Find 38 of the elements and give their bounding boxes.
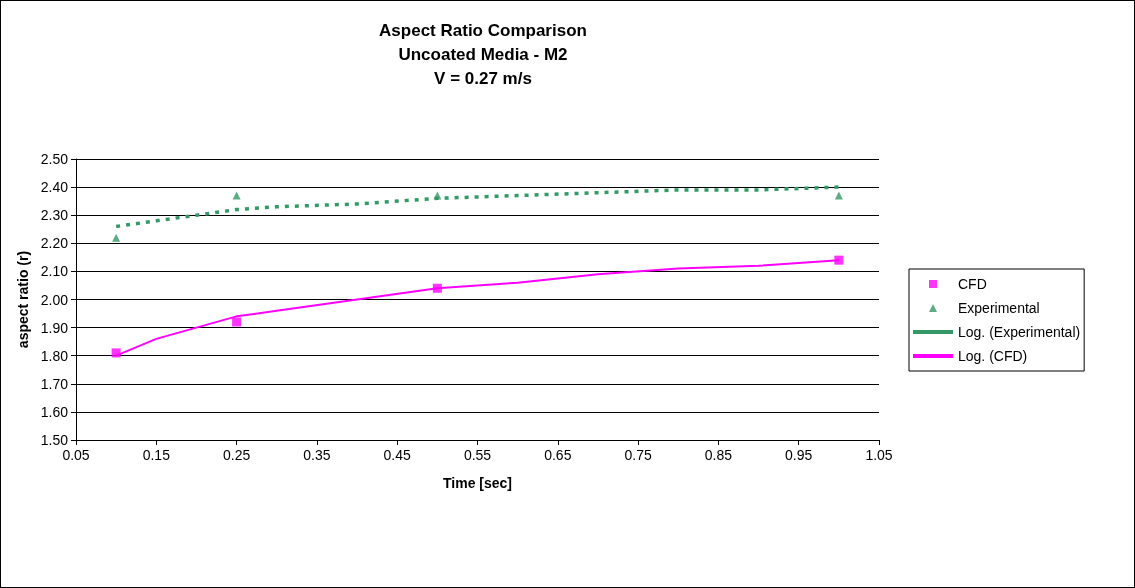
x-axis-title: Time [sec] <box>443 475 512 491</box>
y-tick-label: 2.20 <box>40 235 69 252</box>
x-tick-label: 0.85 <box>704 447 733 463</box>
y-tick-label: 2.00 <box>40 291 69 308</box>
y-tick-label: 2.40 <box>40 179 69 196</box>
point <box>834 191 843 200</box>
x-tick-label: 0.95 <box>785 447 813 463</box>
point <box>834 255 844 265</box>
point <box>232 317 242 327</box>
x-tick-label: 1.05 <box>865 447 893 463</box>
chart-title: Aspect Ratio Comparison Uncoated Media - M2 V = 0.27 m/s <box>379 20 587 88</box>
x-tick-label: 0.75 <box>624 447 652 463</box>
y-axis-title: aspect ratio (r) <box>14 250 31 349</box>
legend-label: Log. (CFD) <box>958 348 1028 364</box>
y-tick-label: 1.90 <box>40 319 69 336</box>
y-tick-label: 1.60 <box>40 403 69 420</box>
x-tick-label: 0.05 <box>62 447 90 463</box>
point <box>432 283 442 293</box>
point <box>232 191 241 200</box>
legend-label: Log. (Experimental) <box>958 324 1081 340</box>
x-tick-label: 0.55 <box>463 447 492 463</box>
line-series <box>114 185 841 229</box>
x-tick-label: 0.65 <box>544 447 572 463</box>
legend-label: CFD <box>958 276 987 292</box>
y-tick-label: 1.50 <box>40 432 69 448</box>
y-tick-label: 1.70 <box>40 375 69 392</box>
y-tick-label: 2.10 <box>40 263 69 280</box>
x-tick-label: 0.45 <box>383 447 412 463</box>
y-tick-label: 1.80 <box>40 347 69 364</box>
x-tick-label: 0.35 <box>303 447 331 463</box>
x-tick-label: 0.25 <box>222 447 251 463</box>
point <box>112 233 121 242</box>
y-tick-label: 2.50 <box>40 151 69 167</box>
point <box>111 348 121 358</box>
x-tick-label: 0.15 <box>142 447 171 463</box>
legend-label: Experimental <box>958 300 1040 316</box>
y-tick-label: 2.30 <box>40 207 69 224</box>
point <box>433 191 442 200</box>
